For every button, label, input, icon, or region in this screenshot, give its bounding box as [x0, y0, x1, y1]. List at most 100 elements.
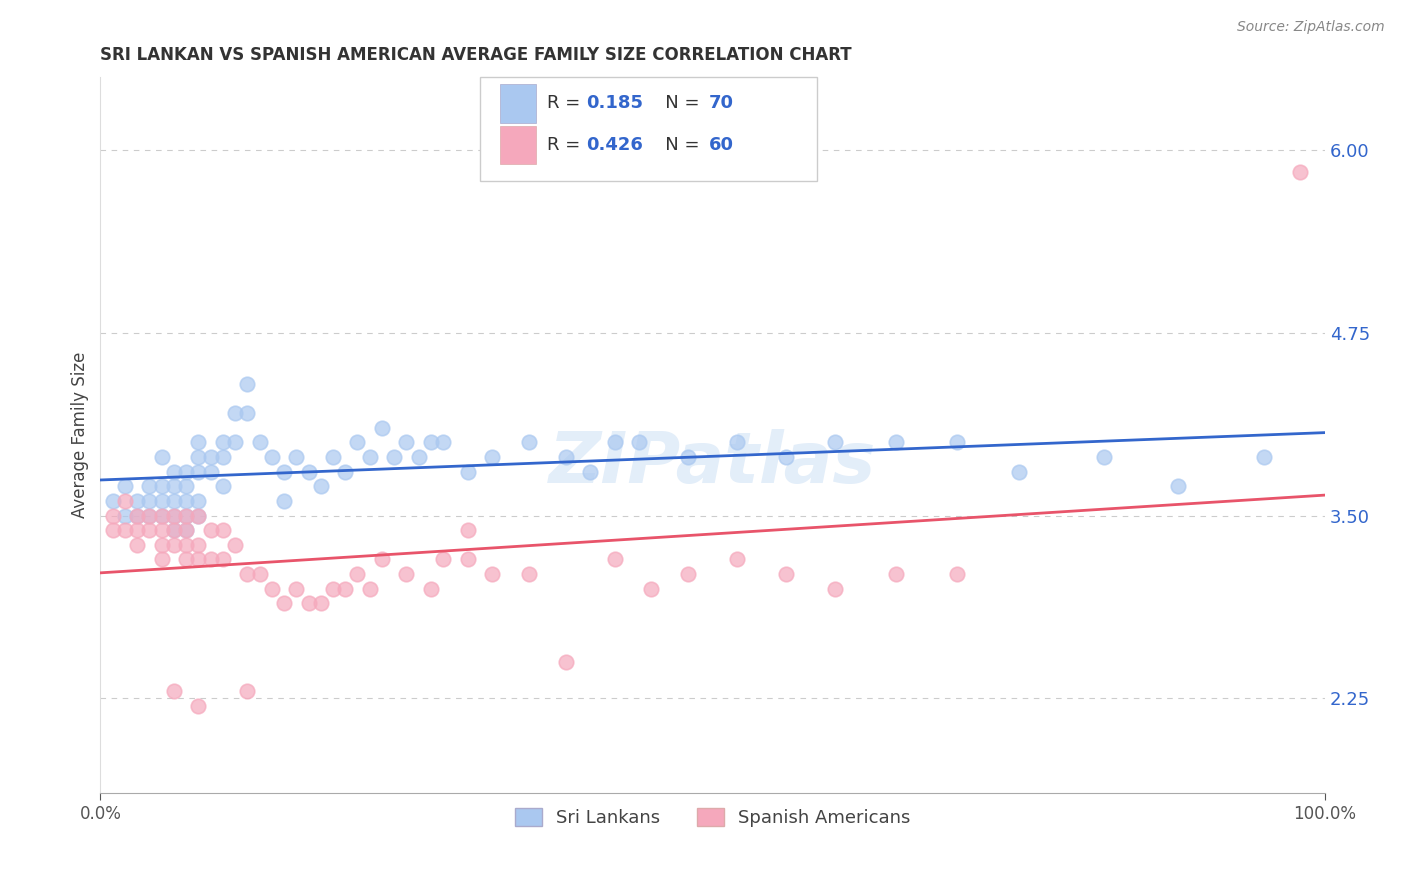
Point — [309, 479, 332, 493]
Point — [174, 523, 197, 537]
Point — [224, 538, 246, 552]
Text: SRI LANKAN VS SPANISH AMERICAN AVERAGE FAMILY SIZE CORRELATION CHART: SRI LANKAN VS SPANISH AMERICAN AVERAGE F… — [100, 46, 852, 64]
Point — [187, 465, 209, 479]
Point — [432, 552, 454, 566]
Point — [163, 465, 186, 479]
Text: 0.426: 0.426 — [586, 136, 644, 154]
Point — [125, 508, 148, 523]
Point — [309, 596, 332, 610]
Point — [273, 494, 295, 508]
Point — [273, 465, 295, 479]
Point — [603, 435, 626, 450]
Point — [163, 523, 186, 537]
Point — [174, 552, 197, 566]
Point — [200, 465, 222, 479]
Point — [187, 552, 209, 566]
Point — [1008, 465, 1031, 479]
Point — [335, 465, 357, 479]
Point — [1289, 165, 1312, 179]
Point — [187, 508, 209, 523]
Point — [249, 567, 271, 582]
Point — [138, 494, 160, 508]
Point — [824, 582, 846, 596]
Point — [395, 435, 418, 450]
Point — [603, 552, 626, 566]
Point — [1092, 450, 1115, 464]
Point — [236, 567, 259, 582]
Point — [346, 435, 368, 450]
Text: Source: ZipAtlas.com: Source: ZipAtlas.com — [1237, 20, 1385, 34]
Point — [457, 465, 479, 479]
Point — [676, 567, 699, 582]
Point — [285, 582, 308, 596]
Point — [554, 450, 576, 464]
Point — [138, 508, 160, 523]
Point — [297, 596, 319, 610]
Point — [285, 450, 308, 464]
Text: ZIPatlas: ZIPatlas — [548, 429, 876, 499]
Point — [946, 435, 969, 450]
Point — [114, 523, 136, 537]
Point — [1253, 450, 1275, 464]
Text: 70: 70 — [709, 95, 734, 112]
Point — [481, 567, 503, 582]
FancyBboxPatch shape — [499, 84, 536, 123]
Point — [297, 465, 319, 479]
Point — [163, 508, 186, 523]
Point — [174, 479, 197, 493]
Point — [371, 421, 394, 435]
Y-axis label: Average Family Size: Average Family Size — [72, 352, 89, 518]
Point — [125, 494, 148, 508]
Point — [150, 450, 173, 464]
Point — [457, 523, 479, 537]
Point — [200, 552, 222, 566]
Point — [224, 435, 246, 450]
Point — [187, 698, 209, 713]
Point — [249, 435, 271, 450]
Point — [163, 538, 186, 552]
Point — [200, 523, 222, 537]
Text: N =: N = — [648, 95, 704, 112]
Point — [150, 523, 173, 537]
Point — [150, 552, 173, 566]
Point — [187, 508, 209, 523]
Point — [138, 508, 160, 523]
Point — [211, 479, 233, 493]
Point — [1167, 479, 1189, 493]
Point — [163, 684, 186, 698]
Point — [359, 582, 381, 596]
Point — [187, 538, 209, 552]
Point — [236, 406, 259, 420]
Point — [101, 523, 124, 537]
Point — [579, 465, 602, 479]
Point — [211, 552, 233, 566]
Point — [517, 435, 540, 450]
Point — [420, 582, 443, 596]
Point — [640, 582, 662, 596]
Point — [824, 435, 846, 450]
Point — [187, 494, 209, 508]
Point — [517, 567, 540, 582]
Point — [676, 450, 699, 464]
Point — [125, 523, 148, 537]
Point — [174, 523, 197, 537]
Point — [187, 450, 209, 464]
Point — [174, 508, 197, 523]
Point — [174, 538, 197, 552]
Text: R =: R = — [547, 136, 586, 154]
Point — [114, 508, 136, 523]
Point — [775, 567, 797, 582]
Point — [382, 450, 405, 464]
Point — [174, 494, 197, 508]
Point — [125, 508, 148, 523]
Point — [101, 494, 124, 508]
Point — [322, 450, 344, 464]
Point — [457, 552, 479, 566]
Point — [260, 450, 283, 464]
Point — [554, 655, 576, 669]
Point — [211, 435, 233, 450]
Point — [322, 582, 344, 596]
Point — [211, 523, 233, 537]
Point — [481, 450, 503, 464]
Point — [395, 567, 418, 582]
